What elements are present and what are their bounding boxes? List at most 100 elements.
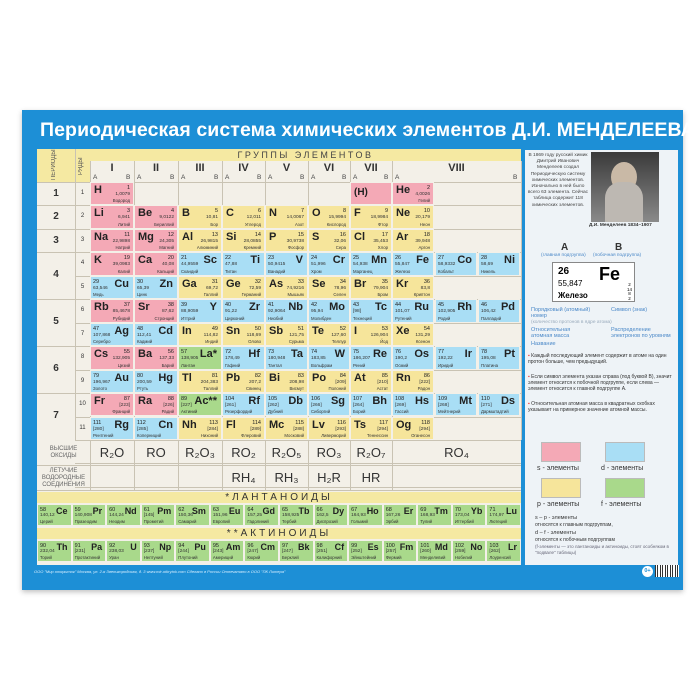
- element-cell-si[interactable]: Si 14 28,0855 Кремний: [222, 228, 265, 253]
- element-cell-tb[interactable]: Tb 65 158,925 Тербий: [278, 503, 314, 526]
- element-cell-re[interactable]: Re 75 186,207 Рений: [350, 346, 392, 370]
- element-cell-in[interactable]: In 49 114,82 Индий: [178, 322, 222, 347]
- element-cell-n[interactable]: N 7 14,0067 Азот: [265, 205, 308, 229]
- element-cell-cf[interactable]: Cf 98 [251] Калифорний: [313, 539, 349, 562]
- element-cell-bh[interactable]: Bh 107 [264] Борий: [350, 393, 392, 417]
- element-cell-ho[interactable]: Ho 67 164,93 Гольмий: [348, 503, 383, 526]
- element-cell-am[interactable]: Am 95 [243] Америций: [209, 539, 245, 562]
- element-cell-ag[interactable]: Ag 47 107,868 Серебро: [90, 322, 134, 347]
- element-cell-ge[interactable]: Ge 32 72,59 Германий: [222, 275, 265, 300]
- element-cell-er[interactable]: Er 68 167,26 Эрбий: [382, 503, 418, 526]
- element-cell-pm[interactable]: Pm 61 [145] Прометий: [140, 503, 176, 526]
- element-cell-he[interactable]: He 2 4,0026 Гелий: [392, 182, 434, 206]
- element-cell-w[interactable]: W 74 183,85 Вольфрам: [308, 346, 350, 370]
- element-cell-nb[interactable]: Nb 41 92,9064 Ниобий: [265, 299, 308, 323]
- element-cell-bk[interactable]: Bk 97 [247] Берклий: [278, 539, 314, 562]
- element-cell-lu[interactable]: Lu 71 174,97 Лютеций: [486, 503, 521, 526]
- element-cell-hf[interactable]: Hf 72 178,49 Гафний: [222, 346, 265, 370]
- element-cell-b[interactable]: B 5 10,81 Бор: [178, 205, 222, 229]
- element-cell-c[interactable]: C 6 12,011 Углерод: [222, 205, 265, 229]
- element-cell-cd[interactable]: Cd 48 112,41 Кадмий: [134, 322, 178, 347]
- element-cell-po[interactable]: Po 84 [209] Полоний: [308, 369, 350, 394]
- element-cell-np[interactable]: Np 93 [237] Нептуний: [140, 539, 176, 562]
- element-cell-mn[interactable]: Mn 25 54,938 Марганец: [350, 252, 392, 276]
- element-cell-mt[interactable]: Mt 109 [268] Мейтнерий: [435, 393, 477, 417]
- element-cell-cs[interactable]: Cs 55 132,905 Цезий: [90, 346, 134, 370]
- element-cell-ce[interactable]: Ce 58 140,12 Церий: [37, 503, 72, 526]
- element-cell-bi[interactable]: Bi 83 208,98 Висмут: [265, 369, 308, 394]
- element-cell-tl[interactable]: Tl 81 204,383 Таллий: [178, 369, 222, 394]
- element-cell-xe[interactable]: Xe 54 131,29 Ксенон: [392, 322, 434, 347]
- element-cell-co[interactable]: Co 27 58,9332 Кобальт: [435, 252, 477, 276]
- element-cell-ba[interactable]: Ba 56 137,33 Барий: [134, 346, 178, 370]
- element-cell-k[interactable]: K 19 39,0983 Калий: [90, 252, 134, 276]
- element-cell-pd[interactable]: Pd 46 106,42 Палладий: [478, 299, 520, 323]
- element-cell-md[interactable]: Md 101 [260] Менделевий: [417, 539, 452, 562]
- element-cell-fl[interactable]: Fl 114 [289] Флеровий: [222, 416, 265, 440]
- element-cell-sr[interactable]: Sr 38 87,62 Стронций: [134, 299, 178, 323]
- element-cell-ar[interactable]: Ar 18 39,948 Аргон: [392, 228, 434, 253]
- element-cell-tc[interactable]: Tc 43 [98] Технеций: [350, 299, 392, 323]
- element-cell-h[interactable]: H 1 1,0079 Водород: [90, 182, 134, 206]
- element-cell-pt[interactable]: Pt 78 195,08 Платина: [478, 346, 520, 370]
- element-cell-ta[interactable]: Ta 73 180,948 Тантал: [265, 346, 308, 370]
- element-cell-nd[interactable]: Nd 60 144,24 Неодим: [106, 503, 141, 526]
- element-cell-sn[interactable]: Sn 50 118,69 Олово: [222, 322, 265, 347]
- element-cell-db[interactable]: Db 105 [262] Дубний: [265, 393, 308, 417]
- element-cell-pr[interactable]: Pr 59 140,908 Празеодим: [71, 503, 107, 526]
- element-cell-na[interactable]: Na 11 22,9898 Натрий: [90, 228, 134, 253]
- element-cell-rf[interactable]: Rf 104 [261] Резерфордий: [222, 393, 265, 417]
- element-cell-fr[interactable]: Fr 87 [223] Франций: [90, 393, 134, 417]
- element-cell-pu[interactable]: Pu 94 [244] Плутоний: [175, 539, 210, 562]
- element-cell-hs[interactable]: Hs 108 [269] Гассий: [392, 393, 434, 417]
- element-cell-cl[interactable]: Cl 17 35,453 Хлор: [350, 228, 392, 253]
- element-cell-rn[interactable]: Rn 86 [222] Радон: [392, 369, 434, 394]
- element-cell-sb[interactable]: Sb 51 121,75 Сурьма: [265, 322, 308, 347]
- element-cell-p[interactable]: P 15 30,9738 Фосфор: [265, 228, 308, 253]
- element-cell-zr[interactable]: Zr 40 91,22 Цирконий: [222, 299, 265, 323]
- element-cell-os[interactable]: Os 76 190,2 Осмий: [392, 346, 434, 370]
- element-cell-ti[interactable]: Ti 22 47,88 Титан: [222, 252, 265, 276]
- element-cell-sm[interactable]: Sm 62 150,36 Самарий: [175, 503, 210, 526]
- element-cell-au[interactable]: Au 79 196,967 Золото: [90, 369, 134, 394]
- element-cell-mg[interactable]: Mg 12 24,305 Магний: [134, 228, 178, 253]
- element-cell-la[interactable]: La* 57 138,905 Лантан: [178, 346, 222, 370]
- element-cell-mc[interactable]: Mc 115 [288] Московий: [265, 416, 308, 440]
- element-cell-sc[interactable]: Sc 21 44,9559 Скандий: [178, 252, 222, 276]
- element-cell-al[interactable]: Al 13 26,9815 Алюминий: [178, 228, 222, 253]
- element-cell-mo[interactable]: Mo 42 95,94 Молибден: [308, 299, 350, 323]
- element-cell-s[interactable]: S 16 32,06 Сера: [308, 228, 350, 253]
- element-cell-kr[interactable]: Kr 36 83,8 Криптон: [392, 275, 434, 300]
- element-cell-ne[interactable]: Ne 10 20,179 Неон: [392, 205, 434, 229]
- element-cell-fm[interactable]: Fm 100 [257] Фермий: [382, 539, 418, 562]
- element-cell-dy[interactable]: Dy 66 162,5 Диспрозий: [313, 503, 349, 526]
- element-cell-rh[interactable]: Rh 45 102,905 Родий: [435, 299, 477, 323]
- element-cell-tm[interactable]: Tm 69 168,93 Тулий: [417, 503, 452, 526]
- element-cell-cr[interactable]: Cr 24 51,996 Хром: [308, 252, 350, 276]
- element-cell-y[interactable]: Y 39 88,9059 Иттрий: [178, 299, 222, 323]
- element-cell-pa[interactable]: Pa 91 [231] Протактиний: [71, 539, 107, 562]
- element-cell-pb[interactable]: Pb 82 207,2 Свинец: [222, 369, 265, 394]
- element-cell-cm[interactable]: Cm 96 [247] Кюрий: [244, 539, 279, 562]
- element-cell-hg[interactable]: Hg 80 200,59 Ртуть: [134, 369, 178, 394]
- element-cell-lr[interactable]: Lr 103 [262] Лоуренсий: [486, 539, 521, 562]
- element-cell-sg[interactable]: Sg 106 [266] Сиборгий: [308, 393, 350, 417]
- element-cell-o[interactable]: O 8 15,9994 Кислород: [308, 205, 350, 229]
- element-cell-ru[interactable]: Ru 44 101,07 Рутений: [392, 299, 434, 323]
- element-cell-ca[interactable]: Ca 20 40,08 Кальций: [134, 252, 178, 276]
- element-cell-rb[interactable]: Rb 37 85,4678 Рубидий: [90, 299, 134, 323]
- element-cell-th[interactable]: Th 90 232,04 Торий: [37, 539, 72, 562]
- element-cell-rg[interactable]: Rg 111 [280] Рентгений: [90, 416, 134, 440]
- element-cell-gd[interactable]: Gd 64 157,25 Гадолиний: [244, 503, 279, 526]
- element-cell-og[interactable]: Og 118 [294] Оганесон: [392, 416, 434, 440]
- element-cell-se[interactable]: Se 34 78,96 Селен: [308, 275, 350, 300]
- element-cell-nh[interactable]: Nh 113 [284] Нихоний: [178, 416, 222, 440]
- element-cell-yb[interactable]: Yb 70 173,04 Иттербий: [451, 503, 487, 526]
- element-cell-fe[interactable]: Fe 26 55,847 Железо: [392, 252, 434, 276]
- element-cell-zn[interactable]: Zn 30 65,39 Цинк: [134, 275, 178, 300]
- element-cell-at[interactable]: At 85 [210] Астат: [350, 369, 392, 394]
- element-cell-u[interactable]: U 92 238,03 Уран: [106, 539, 141, 562]
- element-cell-eu[interactable]: Eu 63 151,96 Европий: [209, 503, 245, 526]
- element-cell-te[interactable]: Te 52 127,60 Теллур: [308, 322, 350, 347]
- element-cell-f[interactable]: F 9 18,9984 Фтор: [350, 205, 392, 229]
